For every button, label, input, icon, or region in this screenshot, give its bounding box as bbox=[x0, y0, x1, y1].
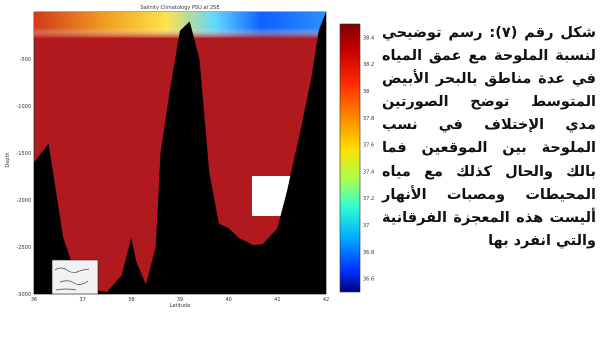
colorbar-tick-labels: 38.4 38.2 38 37.8 37.6 37.4 37.2 37 36.8 36.6 bbox=[363, 35, 374, 282]
inset-coastline bbox=[54, 267, 90, 291]
x-tick-label: 41 bbox=[274, 297, 280, 303]
y-tick-label: -3000 bbox=[16, 292, 31, 298]
x-tick-label: 42 bbox=[323, 297, 329, 303]
x-tick-labels: 36 37 38 39 40 41 42 bbox=[31, 297, 329, 303]
colorbar-tick-label: 38.2 bbox=[363, 62, 374, 68]
inset-map bbox=[51, 259, 99, 294]
x-axis-label: Latitude bbox=[170, 303, 191, 309]
salinity-figure: Salinity Climatology PSU at 25E Depth La… bbox=[5, 5, 375, 309]
colorbar-tick-label: 37.6 bbox=[363, 143, 374, 149]
x-tick-label: 40 bbox=[225, 297, 231, 303]
x-tick-label: 37 bbox=[79, 297, 85, 303]
y-tick-label: -1000 bbox=[16, 104, 31, 110]
x-tick-label: 38 bbox=[128, 297, 134, 303]
y-axis-label: Depth bbox=[5, 152, 11, 167]
x-tick-label: 36 bbox=[31, 297, 37, 303]
caption-text: رسم توضيحي لنسبة الملوحة مع عمق المياه ف… bbox=[382, 25, 596, 249]
figure-caption: شكل رقم (٧): رسم توضيحي لنسبة الملوحة مع… bbox=[382, 22, 596, 253]
colorbar-tick-label: 36.8 bbox=[363, 250, 374, 256]
colorbar-tick-label: 38 bbox=[363, 89, 369, 95]
seafloor-bathymetry bbox=[34, 12, 326, 294]
colorbar bbox=[339, 23, 361, 293]
x-tick-label: 39 bbox=[177, 297, 183, 303]
figure-canvas: Salinity Climatology PSU at 25E Depth La… bbox=[5, 5, 375, 309]
y-tick-label: -2500 bbox=[16, 245, 31, 251]
y-tick-label: -2000 bbox=[16, 198, 31, 204]
y-tick-label: -1500 bbox=[16, 151, 31, 157]
y-tick-label: -500 bbox=[20, 57, 31, 63]
colorbar-tick-label: 37.2 bbox=[363, 196, 374, 202]
colorbar-tick-label: 36.6 bbox=[363, 277, 374, 283]
colorbar-tick-label: 37 bbox=[363, 223, 369, 229]
colorbar-tick-label: 38.4 bbox=[363, 35, 374, 41]
caption-label: شكل رقم (٧): bbox=[489, 25, 596, 41]
colorbar-tick-label: 37.4 bbox=[363, 169, 374, 175]
colorbar-tick-label: 37.8 bbox=[363, 116, 374, 122]
y-tick-labels: -500 -1000 -1500 -2000 -2500 -3000 bbox=[16, 57, 31, 298]
figure-title: Salinity Climatology PSU at 25E bbox=[140, 5, 219, 11]
